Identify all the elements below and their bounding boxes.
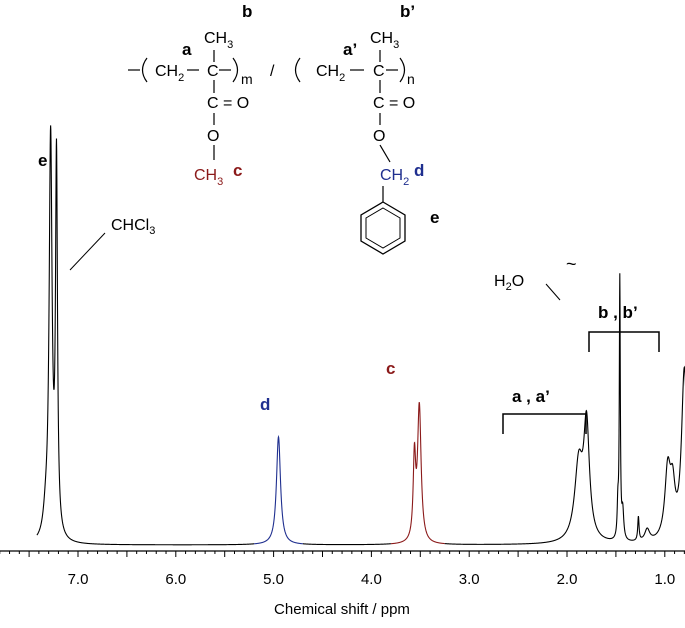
ester-oxygen-m: O (207, 128, 219, 145)
x-tick-label: 5.0 (263, 571, 284, 588)
x-tick-label: 1.0 (654, 571, 675, 588)
benzyl-ch2: CH2 (380, 167, 409, 188)
spectrum-line-d (253, 434, 303, 545)
subscript-m: m (241, 71, 253, 87)
x-axis-ticks (0, 551, 685, 557)
copolymer-slash: / (270, 63, 275, 80)
struct-label-a: a (182, 40, 192, 59)
range-bracket-a: a , a’ (502, 387, 587, 434)
h2o-axis-break: ~ (566, 254, 577, 274)
ch2-group-2: CH2 (316, 63, 345, 84)
x-tick-label: 7.0 (68, 571, 89, 588)
struct-label-b2: b’ (400, 2, 415, 21)
spectrum-line-c (390, 402, 445, 545)
subscript-n: n (407, 71, 415, 87)
ch2-group: CH2 (155, 63, 184, 84)
struct-label-e: e (430, 208, 439, 227)
phenyl-ring (360, 201, 406, 255)
h2o-label: H2O (494, 273, 524, 293)
peak-label-c: c (386, 359, 395, 378)
bracket-open (141, 57, 148, 83)
chcl3-leader-line (69, 232, 106, 271)
h2o-annotation: H2O ~ (494, 254, 577, 301)
range-label-b: b , b’ (598, 303, 638, 322)
struct-label-d: d (414, 161, 424, 180)
quaternary-carbon: C (207, 63, 219, 80)
ester-oxygen-n: O (373, 128, 385, 145)
spectrum-traces (36, 125, 685, 546)
chcl3-annotation: CHCl3 (69, 217, 155, 271)
x-axis-tick-labels: 7.0 6.0 5.0 4.0 3.0 2.0 1.0 (68, 571, 676, 588)
carbonyl-m: C = O (207, 95, 249, 112)
quaternary-carbon-2: C (373, 63, 385, 80)
peak-label-e: e (38, 151, 47, 170)
carbonyl-n: C = O (373, 95, 415, 112)
bracket-a-shape (502, 413, 587, 434)
h2o-leader-line (545, 283, 561, 301)
methyl-b2: CH3 (370, 30, 399, 51)
bracket-close-2 (399, 57, 406, 83)
spectrum-line-black (36, 125, 255, 546)
x-axis-title: Chemical shift / ppm (274, 601, 410, 618)
range-label-a: a , a’ (512, 387, 550, 406)
polymer-structure: a CH2 C CH3 b m / C = O O CH3 c a’ CH2 C… (128, 2, 439, 255)
x-tick-label: 4.0 (361, 571, 382, 588)
methoxy-ch3: CH3 (194, 167, 223, 188)
struct-label-c: c (233, 161, 242, 180)
x-tick-label: 3.0 (459, 571, 480, 588)
x-tick-label: 6.0 (165, 571, 186, 588)
spectrum-line-black (302, 543, 392, 546)
bracket-close (232, 57, 239, 83)
spectrum-line-black (444, 273, 685, 545)
range-bracket-b: b , b’ (588, 303, 660, 352)
ester-bond (379, 144, 391, 163)
chcl3-label: CHCl3 (111, 217, 155, 237)
struct-label-a2: a’ (343, 40, 357, 59)
struct-label-b: b (242, 2, 252, 21)
peak-label-d: d (260, 395, 270, 414)
bracket-open-2 (294, 57, 301, 83)
bracket-b-shape (588, 331, 660, 352)
methyl-b: CH3 (204, 30, 233, 51)
x-tick-label: 2.0 (557, 571, 578, 588)
